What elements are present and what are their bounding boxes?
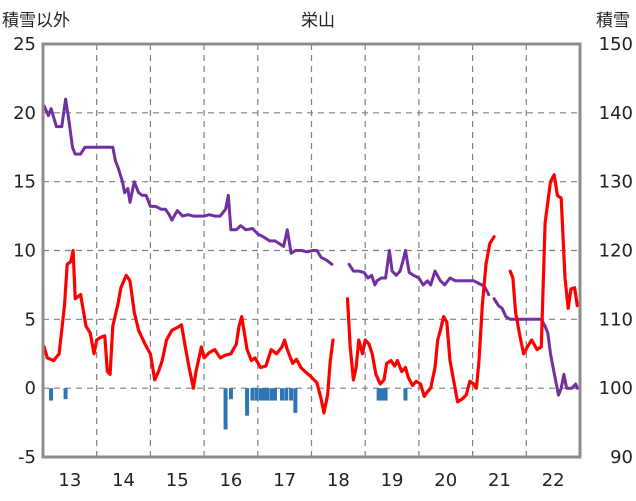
precipitation-bar [49, 388, 54, 401]
y-left-tick-label: 10 [13, 241, 36, 262]
snow-depth-line [492, 297, 579, 397]
y-axis-left-label: 積雪以外 [2, 11, 70, 31]
precipitation-bar [380, 388, 385, 401]
snow-depth-line [42, 97, 334, 266]
x-tick-label: 17 [273, 470, 296, 491]
precipitation-bar [272, 388, 277, 401]
snow-depth-line [347, 249, 491, 297]
grid-lines [43, 44, 580, 457]
x-tick-label: 19 [381, 470, 404, 491]
precipitation-bar [223, 388, 228, 430]
y-right-tick-label: 140 [599, 103, 633, 124]
y-right-tick-label: 110 [599, 309, 633, 330]
y-left-tick-label: 20 [13, 103, 36, 124]
temperature-line [345, 235, 496, 404]
x-tick-label: 13 [58, 470, 81, 491]
precipitation-bar [284, 388, 289, 401]
y-right-tick-label: 150 [599, 34, 633, 55]
x-axis-ticks: 13 14 15 16 17 18 19 20 21 22 [58, 470, 564, 491]
precipitation-bar [269, 388, 274, 401]
y-axis-right-ticks: 150 140 130 120 110 100 90 [599, 34, 633, 468]
y-right-tick-label: 90 [610, 447, 633, 468]
precipitation-bar [228, 388, 233, 400]
precipitation-bar [254, 388, 259, 401]
precipitation-bar [63, 388, 68, 400]
x-tick-label: 16 [219, 470, 242, 491]
temperature-line [42, 248, 335, 415]
x-tick-label: 14 [112, 470, 135, 491]
x-tick-label: 22 [542, 470, 565, 491]
y-left-tick-label: 15 [13, 172, 36, 193]
precipitation-bar [403, 388, 408, 401]
series-lines [42, 97, 579, 415]
temperature-line [508, 173, 579, 356]
x-tick-label: 20 [434, 470, 457, 491]
precipitation-bar [250, 388, 255, 401]
precipitation-bar [376, 388, 381, 401]
precipitation-bar [293, 388, 298, 413]
precipitation-bar [262, 388, 267, 401]
precipitation-bar [245, 388, 250, 416]
plot-frame [41, 42, 582, 459]
y-axis-left-ticks: 25 20 15 10 5 0 -5 [13, 34, 36, 468]
precipitation-bar [383, 388, 388, 401]
y-left-tick-label: 0 [25, 378, 36, 399]
precipitation-bar [265, 388, 270, 401]
precipitation-bar [259, 388, 264, 401]
x-tick-label: 21 [488, 470, 511, 491]
precipitation-bars [49, 388, 408, 430]
chart-title: 栄山 [301, 11, 335, 31]
y-left-tick-label: 5 [25, 309, 36, 330]
y-right-tick-label: 120 [599, 241, 633, 262]
x-tick-label: 18 [327, 470, 350, 491]
y-right-tick-label: 100 [599, 378, 633, 399]
x-tick-label: 15 [166, 470, 189, 491]
precipitation-bar [289, 388, 294, 401]
y-right-tick-label: 130 [599, 172, 633, 193]
y-left-tick-label: 25 [13, 34, 36, 55]
precipitation-bar [279, 388, 284, 401]
y-axis-right-label: 積雪 [596, 11, 630, 31]
y-left-tick-label: -5 [18, 447, 36, 468]
